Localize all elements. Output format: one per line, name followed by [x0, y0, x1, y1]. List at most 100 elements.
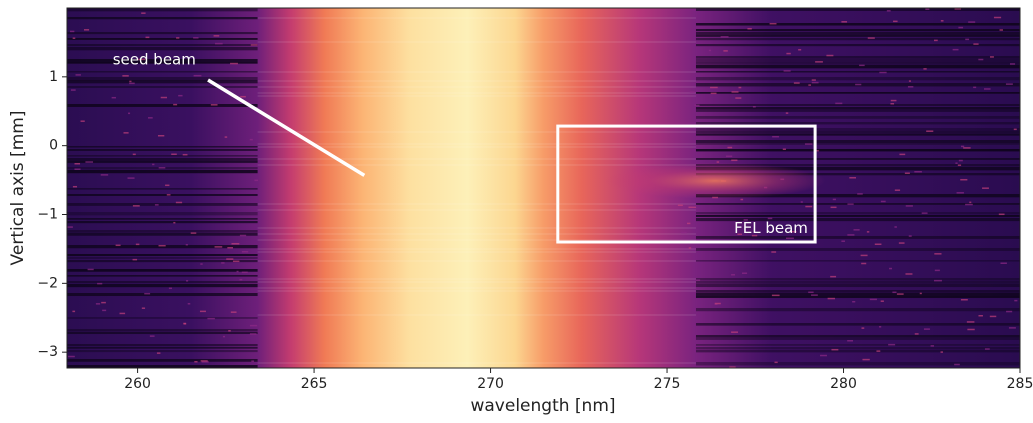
speckle — [102, 309, 107, 312]
speckle — [811, 79, 816, 81]
noise-stripe — [67, 170, 258, 174]
speckle — [70, 30, 75, 33]
speckle — [132, 205, 140, 207]
y-tick-label: −2 — [37, 275, 58, 291]
speckle — [879, 326, 882, 328]
speckle — [716, 161, 720, 163]
speckle — [241, 271, 248, 274]
speckle — [926, 130, 934, 132]
image-band — [257, 281, 696, 283]
annotation-label: FEL beam — [734, 219, 808, 237]
speckle — [1013, 128, 1017, 131]
speckle — [154, 204, 159, 206]
speckle — [890, 99, 897, 102]
noise-stripe — [67, 44, 258, 47]
speckle — [688, 247, 692, 249]
noise-stripe — [695, 236, 1020, 239]
noise-stripe — [695, 167, 1020, 171]
noise-stripe — [67, 80, 258, 84]
image — [67, 8, 1020, 368]
noise-stripe — [67, 365, 258, 368]
speckle — [908, 80, 911, 82]
noise-stripe — [695, 122, 1020, 125]
speckle — [861, 327, 865, 329]
speckle — [193, 37, 199, 39]
noise-stripe — [67, 194, 258, 196]
speckle — [132, 258, 138, 261]
speckle — [227, 246, 233, 249]
annotation-label: seed beam — [113, 51, 196, 69]
noise-stripe — [695, 104, 1020, 106]
speckle — [965, 203, 973, 206]
image-band — [257, 290, 696, 292]
speckle — [240, 95, 246, 98]
speckle — [168, 287, 173, 290]
noise-stripe — [695, 143, 1020, 145]
speckle — [841, 21, 848, 23]
speckle — [193, 74, 202, 77]
speckle — [898, 242, 905, 244]
speckle — [694, 104, 700, 107]
noise-stripe — [695, 260, 1020, 262]
noise-stripe — [695, 149, 1020, 152]
noise-stripe — [695, 44, 1020, 47]
speckle — [930, 345, 935, 347]
speckle — [771, 294, 780, 297]
noise-stripe — [67, 155, 258, 157]
speckle — [852, 300, 856, 303]
speckle — [956, 192, 964, 194]
speckle — [772, 135, 779, 138]
speckle — [1008, 327, 1016, 329]
speckle — [708, 49, 712, 52]
noise-stripe — [67, 59, 258, 63]
speckle — [175, 201, 183, 204]
speckle — [973, 43, 979, 45]
speckle — [965, 38, 970, 41]
speckle — [790, 231, 797, 233]
image-band — [257, 251, 696, 253]
image-band — [257, 203, 696, 205]
speckle — [894, 226, 897, 228]
x-tick-label: 270 — [477, 376, 504, 392]
speckle — [249, 333, 257, 335]
speckle — [952, 48, 959, 51]
speckle — [747, 27, 752, 30]
speckle — [236, 270, 239, 273]
noise-stripe — [67, 158, 258, 162]
speckle — [119, 312, 126, 315]
noise-stripe — [695, 362, 1020, 366]
speckle — [978, 314, 983, 317]
x-tick-label: 280 — [830, 376, 857, 392]
speckle — [200, 263, 203, 265]
noise-stripe — [67, 230, 258, 233]
speckle — [958, 159, 963, 162]
image-band — [257, 233, 696, 235]
annotation-arrow — [207, 78, 366, 177]
noise-stripe — [695, 38, 1020, 41]
speckle — [75, 74, 81, 76]
speckle — [923, 68, 927, 70]
noise-stripe — [67, 359, 258, 362]
speckle — [128, 112, 131, 115]
speckle — [954, 8, 961, 10]
noise-stripe — [695, 308, 1020, 312]
image-band — [257, 41, 696, 43]
speckle — [751, 234, 758, 237]
speckle — [241, 250, 249, 253]
speckle — [853, 229, 860, 231]
speckle — [710, 92, 717, 95]
speckle — [989, 56, 994, 58]
plot-frame — [66, 7, 1021, 369]
y-tick-label: 1 — [49, 69, 58, 85]
speckle — [743, 219, 748, 221]
speckle — [737, 233, 743, 236]
noise-stripe — [695, 35, 1020, 38]
speckle — [960, 299, 968, 301]
speckle — [232, 260, 240, 263]
speckle — [804, 143, 813, 145]
noise-stripe — [695, 128, 1020, 132]
speckle — [100, 174, 109, 176]
speckle — [849, 177, 857, 179]
speckle — [857, 193, 863, 195]
speckle — [222, 335, 226, 338]
